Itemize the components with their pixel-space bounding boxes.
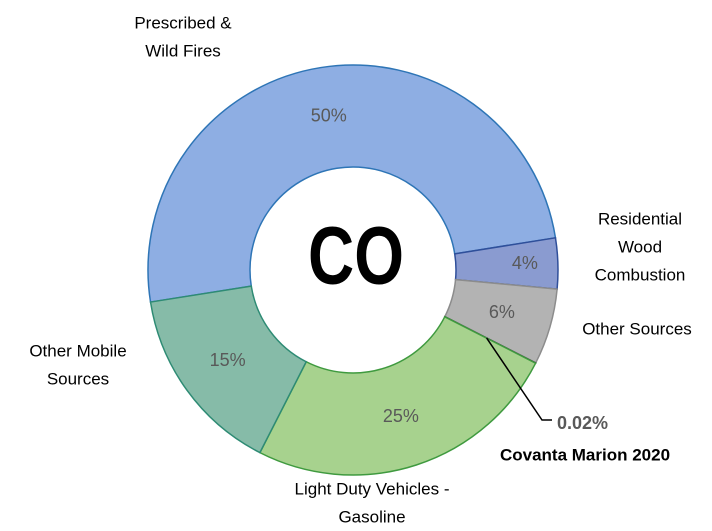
category-label: Other Sources — [582, 319, 692, 338]
category-label: Prescribed & — [134, 13, 232, 32]
value-label: 4% — [512, 253, 538, 273]
leader-line — [486, 337, 552, 421]
category-label: Wood — [618, 237, 662, 256]
category-label: Sources — [47, 369, 109, 388]
center-label: CO — [308, 209, 404, 302]
category-label: Other Mobile — [29, 341, 126, 360]
value-label: 50% — [311, 106, 347, 126]
slices — [147, 64, 559, 476]
category-label: Gasoline — [338, 507, 405, 526]
category-label: Combustion — [595, 265, 686, 284]
value-label: 0.02% — [557, 413, 608, 433]
category-label: Residential — [598, 209, 682, 228]
slice — [258, 315, 537, 476]
category-label: Wild Fires — [145, 41, 221, 60]
value-label: 6% — [489, 302, 515, 322]
slice — [149, 285, 308, 454]
value-label: 25% — [383, 406, 419, 426]
category-label: Light Duty Vehicles - — [295, 479, 450, 498]
slice — [147, 64, 557, 303]
category-label: Covanta Marion 2020 — [500, 445, 670, 464]
value-label: 15% — [210, 350, 246, 370]
